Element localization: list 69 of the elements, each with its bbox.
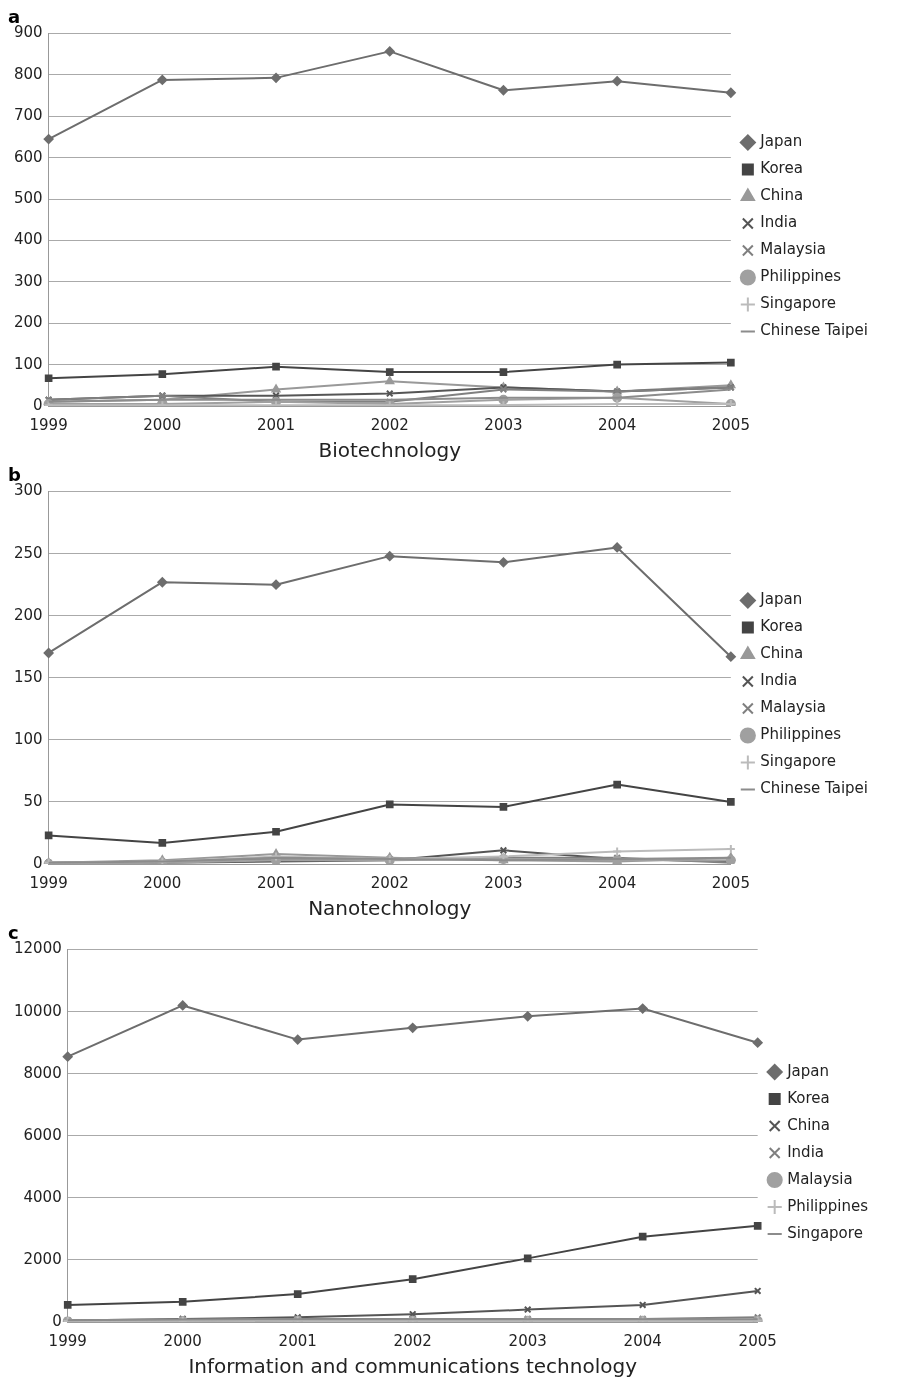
x-tick-label: 1999 bbox=[29, 415, 68, 434]
legend-label: Singapore bbox=[760, 752, 837, 771]
y-tick-label: 500 bbox=[13, 189, 43, 207]
x-tick-label: 2000 bbox=[163, 1331, 202, 1350]
x-tick-label: 2004 bbox=[598, 415, 637, 434]
legend-label: China bbox=[760, 644, 804, 663]
x-tick-label: 1999 bbox=[48, 1331, 87, 1350]
x-tick-label: 2003 bbox=[484, 873, 523, 892]
x-tick-label: 2002 bbox=[393, 1331, 432, 1350]
x-tick-label: 2003 bbox=[484, 415, 523, 434]
legend-label: Philippines bbox=[760, 725, 842, 744]
legend-label: Philippines bbox=[760, 267, 842, 286]
x-axis-title: Biotechnology bbox=[318, 438, 462, 463]
y-tick-label: 6000 bbox=[23, 1125, 62, 1144]
y-tick-label: 0 bbox=[33, 853, 43, 872]
x-tick-label: 2003 bbox=[508, 1331, 547, 1350]
legend-label: India bbox=[787, 1142, 824, 1161]
y-tick-label: 4000 bbox=[23, 1187, 62, 1206]
x-tick-label: 2004 bbox=[623, 1331, 662, 1350]
y-tick-label: 150 bbox=[13, 667, 43, 686]
x-tick-label: 2001 bbox=[256, 415, 296, 434]
y-tick-label: 10000 bbox=[14, 1001, 62, 1020]
y-tick-label: 2000 bbox=[23, 1249, 62, 1268]
x-tick-label: 2005 bbox=[711, 873, 750, 892]
legend-label: Korea bbox=[760, 617, 803, 636]
legend-label: Malaysia bbox=[787, 1169, 853, 1188]
legend-label: China bbox=[760, 186, 804, 205]
y-tick-label: 8000 bbox=[23, 1063, 62, 1082]
x-tick-label: 2005 bbox=[738, 1331, 777, 1350]
legend-label: Singapore bbox=[787, 1223, 863, 1242]
x-tick-label: 2000 bbox=[143, 873, 182, 892]
y-tick-label: 0 bbox=[33, 395, 43, 414]
x-tick-label: 2001 bbox=[256, 873, 296, 892]
legend-label: India bbox=[760, 213, 798, 232]
legend-label: Japan bbox=[786, 1061, 830, 1080]
y-tick-label: 400 bbox=[13, 230, 43, 249]
y-tick-label: 600 bbox=[13, 147, 43, 166]
legend-label: Singapore bbox=[760, 294, 837, 313]
y-tick-label: 0 bbox=[52, 1311, 62, 1330]
legend-label: China bbox=[787, 1115, 831, 1134]
y-tick-label: 100 bbox=[13, 354, 43, 373]
legend-label: Korea bbox=[760, 159, 803, 178]
x-tick-label: 2001 bbox=[278, 1331, 317, 1350]
y-tick-label: 50 bbox=[23, 791, 43, 810]
legend-label: Malaysia bbox=[760, 240, 826, 259]
legend-label: Malaysia bbox=[760, 698, 826, 717]
x-tick-label: 2004 bbox=[598, 873, 637, 892]
y-tick-label: 800 bbox=[13, 64, 43, 83]
legend-label: Japan bbox=[759, 132, 803, 151]
legend-label: Korea bbox=[787, 1088, 830, 1107]
legend-label: Philippines bbox=[787, 1196, 869, 1215]
y-tick-label: 200 bbox=[13, 605, 43, 624]
legend-label: Japan bbox=[759, 590, 803, 609]
y-tick-label: 250 bbox=[13, 543, 43, 562]
y-tick-label: 300 bbox=[13, 271, 43, 290]
x-tick-label: 2002 bbox=[370, 873, 409, 892]
legend-label: India bbox=[760, 671, 798, 690]
x-axis-title: Nanotechnology bbox=[308, 896, 472, 921]
y-tick-label: 12000 bbox=[14, 939, 62, 958]
legend-label: Chinese Taipei bbox=[760, 779, 868, 798]
y-tick-label: 200 bbox=[13, 313, 43, 332]
x-axis-title: Information and communications technology bbox=[188, 1354, 638, 1379]
legend-label: Chinese Taipei bbox=[760, 321, 868, 340]
x-tick-label: 2000 bbox=[143, 415, 182, 434]
x-tick-label: 2005 bbox=[711, 415, 750, 434]
y-tick-label: 700 bbox=[13, 106, 43, 125]
y-tick-label: 100 bbox=[13, 729, 43, 748]
x-tick-label: 1999 bbox=[29, 873, 68, 892]
x-tick-label: 2002 bbox=[370, 415, 409, 434]
